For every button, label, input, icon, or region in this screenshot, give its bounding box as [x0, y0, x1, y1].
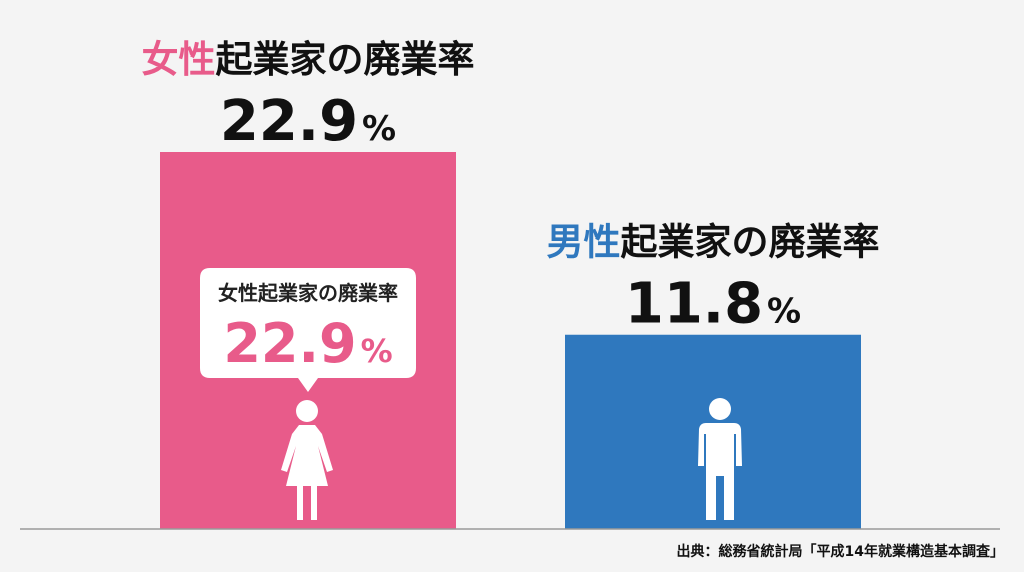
callout-value: 22.9%	[223, 312, 392, 375]
value-unit: %	[362, 109, 396, 149]
bar-title-male: 男性起業家の廃業率	[547, 221, 880, 264]
bar-title-prefix: 女性	[142, 38, 216, 81]
bar-title-rest: 起業家の廃業率	[621, 221, 880, 264]
value-number: 11.8	[625, 272, 763, 337]
callout-bubble: 女性起業家の廃業率 22.9%	[200, 268, 416, 392]
bar-title-rest: 起業家の廃業率	[216, 38, 475, 81]
callout-number: 22.9	[223, 312, 356, 375]
value-unit: %	[767, 292, 801, 332]
value-number: 22.9	[220, 89, 358, 154]
value-label-female: 22.9%	[220, 89, 396, 154]
callout-unit: %	[361, 332, 393, 370]
male-person-icon	[698, 398, 742, 520]
bar-title-female: 女性起業家の廃業率	[142, 38, 475, 81]
bar-title-prefix: 男性	[547, 221, 621, 264]
value-label-male: 11.8%	[625, 272, 801, 337]
female-person-icon	[281, 400, 333, 520]
callout-title: 女性起業家の廃業率	[218, 281, 398, 305]
source-note: 出典：総務省統計局「平成14年就業構造基本調査」	[677, 543, 1004, 560]
